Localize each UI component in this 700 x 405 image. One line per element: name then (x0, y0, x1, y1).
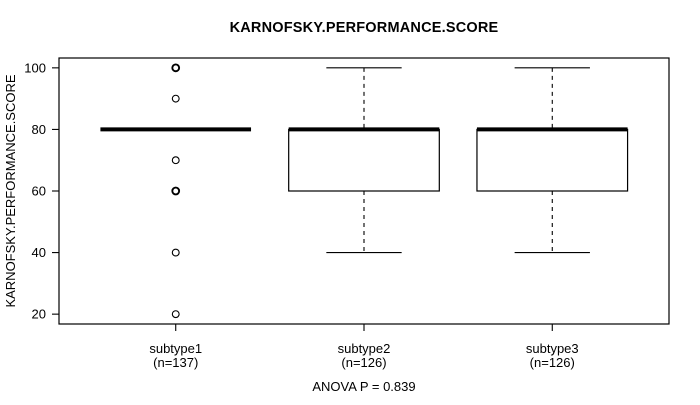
y-tick-label: 20 (32, 307, 46, 322)
y-axis-label: KARNOFSKY.PERFORMANCE.SCORE (3, 74, 18, 307)
group-n-label: (n=137) (153, 355, 198, 370)
group-label: subtype2 (338, 341, 391, 356)
outlier-point (171, 310, 180, 319)
anova-footer: ANOVA P = 0.839 (312, 379, 415, 394)
plot-area: 20406080100subtype1(n=137)subtype2(n=126… (24, 57, 670, 370)
group-label: subtype1 (149, 341, 202, 356)
outlier-point (171, 186, 181, 196)
group-n-label: (n=126) (530, 355, 575, 370)
y-tick-label: 100 (24, 60, 46, 75)
group-n-label: (n=126) (341, 355, 386, 370)
y-tick-label: 80 (32, 122, 46, 137)
box (288, 128, 440, 192)
chart-title: KARNOFSKY.PERFORMANCE.SCORE (230, 20, 499, 36)
y-tick-label: 60 (32, 184, 46, 199)
outlier-point (171, 94, 180, 103)
outlier-point (171, 248, 180, 257)
y-tick-label: 40 (32, 245, 46, 260)
outlier-point (171, 63, 181, 73)
outlier-point (171, 156, 180, 165)
group-label: subtype3 (526, 341, 579, 356)
box (476, 128, 629, 192)
